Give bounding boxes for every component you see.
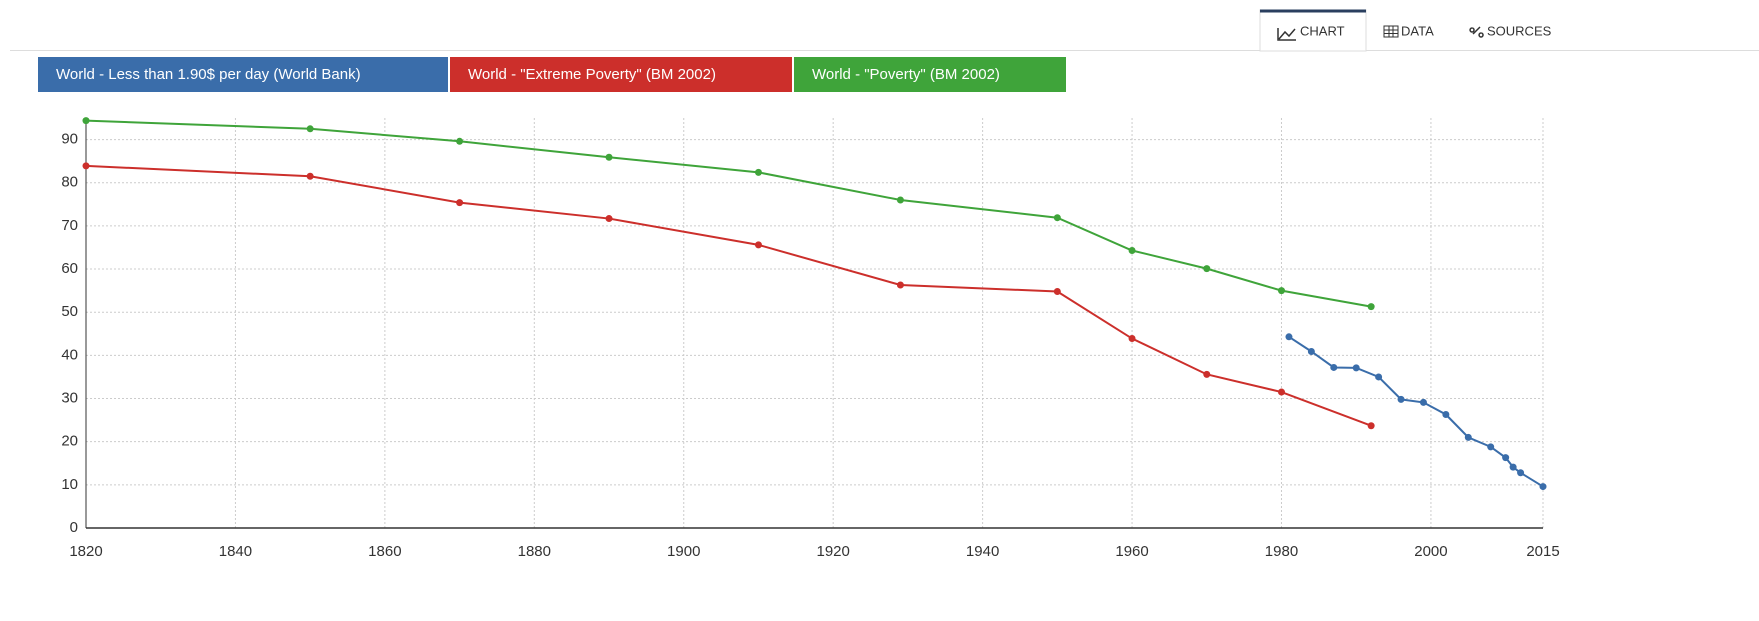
y-tick-label: 10	[61, 476, 78, 493]
data-point	[1517, 469, 1525, 477]
data-point	[1502, 454, 1510, 462]
data-point	[1203, 370, 1211, 378]
data-point	[1367, 422, 1375, 430]
data-point	[605, 153, 613, 161]
tab[interactable]: CHART	[1300, 23, 1345, 38]
data-point	[306, 125, 314, 133]
sources-icon	[1469, 26, 1484, 38]
x-tick-label: 1920	[816, 543, 849, 560]
y-tick-label: 20	[61, 433, 78, 450]
series-line	[1288, 335, 1544, 488]
data-point	[1539, 483, 1547, 491]
data-point	[1128, 246, 1136, 254]
legend-label: World - "Extreme Poverty" (BM 2002)	[468, 66, 716, 83]
y-tick-label: 90	[61, 131, 78, 148]
x-tick-label: 1840	[219, 543, 252, 560]
data-point	[754, 241, 762, 249]
tab[interactable]: DATA	[1401, 23, 1434, 38]
x-tick-label: 1820	[69, 543, 102, 560]
x-tick-label: 1880	[518, 543, 551, 560]
x-tick-label: 1860	[368, 543, 401, 560]
legend-button[interactable]	[450, 57, 792, 92]
data-point	[896, 196, 904, 204]
x-tick-label: 2000	[1414, 543, 1447, 560]
data-point	[1375, 373, 1383, 381]
data-point	[1330, 363, 1338, 371]
data-point	[1277, 287, 1285, 295]
data-point	[306, 172, 314, 180]
data-point	[82, 117, 90, 125]
data-icon-grid	[1384, 26, 1398, 37]
x-tick-label: 2015	[1526, 543, 1559, 560]
data-point	[1464, 433, 1472, 441]
data-point	[605, 215, 613, 223]
data-point	[1352, 364, 1360, 372]
chart-icon	[1277, 28, 1296, 41]
x-tick-label: 1980	[1265, 543, 1298, 560]
x-tick-label: 1940	[966, 543, 999, 560]
tab-active[interactable]	[1259, 9, 1367, 52]
data-point	[1203, 265, 1211, 273]
series-line	[85, 119, 1372, 308]
data-point	[1128, 335, 1136, 343]
data-point	[896, 281, 904, 289]
data-point	[1285, 333, 1293, 341]
legend-label: World - "Poverty" (BM 2002)	[812, 66, 1000, 83]
tab[interactable]: SOURCES	[1487, 23, 1552, 38]
x-tick-label: 1960	[1115, 543, 1148, 560]
y-tick-label: 0	[70, 519, 78, 536]
data-point	[1307, 347, 1315, 355]
data-point	[1053, 287, 1061, 295]
x-tick-label: 1900	[667, 543, 700, 560]
data-point	[1367, 303, 1375, 311]
data-point	[1442, 410, 1450, 418]
data-point	[1277, 388, 1285, 396]
legend-button[interactable]	[794, 57, 1066, 92]
data-point	[1053, 214, 1061, 222]
y-tick-label: 30	[61, 389, 78, 406]
data-point	[1509, 463, 1517, 471]
data-point	[82, 162, 90, 170]
data-point	[456, 199, 464, 207]
y-tick-label: 40	[61, 346, 78, 363]
y-tick-label: 60	[61, 260, 78, 277]
y-tick-label: 80	[61, 174, 78, 191]
data-point	[1397, 395, 1405, 403]
y-tick-label: 70	[61, 217, 78, 234]
y-tick-label: 50	[61, 303, 78, 320]
legend-button[interactable]	[38, 57, 448, 92]
data-point	[456, 137, 464, 145]
series-line	[85, 164, 1372, 427]
data-icon	[1383, 25, 1399, 38]
data-point	[754, 168, 762, 176]
data-point	[1419, 398, 1427, 406]
legend-label: World - Less than 1.90$ per day (World B…	[56, 66, 361, 83]
data-point	[1487, 443, 1495, 451]
